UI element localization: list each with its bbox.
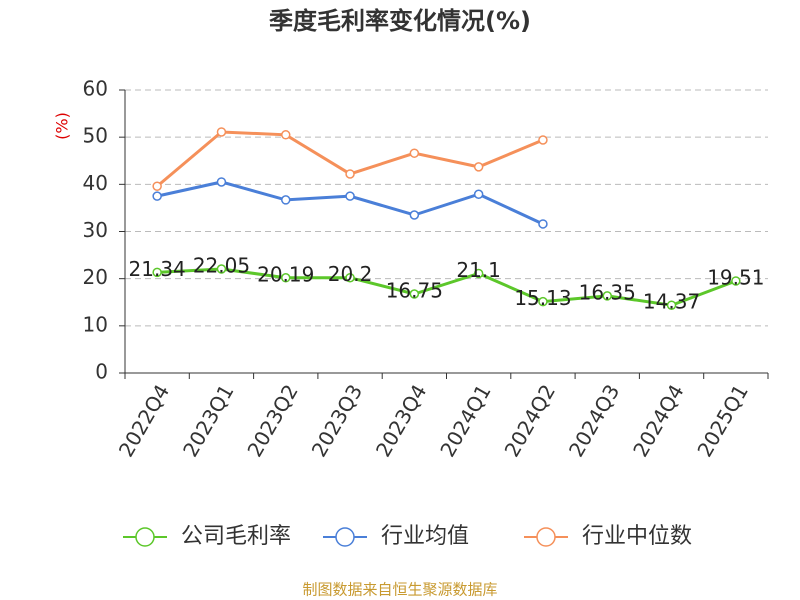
y-tick-label: 60 [83,77,108,101]
point [216,177,227,187]
data-label: 20.2 [328,262,373,286]
y-tick-label: 50 [83,124,108,148]
point [473,162,484,172]
y-tick-label: 30 [83,218,108,242]
point [281,130,291,140]
point [152,267,162,278]
point [152,191,162,201]
point [731,276,741,286]
x-tick-label: 2024Q2 [500,380,560,461]
point [345,191,355,201]
legend-marker [335,527,355,547]
data-label: 22.05 [193,253,250,277]
point [473,268,484,279]
point [602,291,612,301]
point [538,296,548,307]
point [281,195,291,205]
x-tick-label: 2024Q1 [435,380,495,461]
data-label: 21.1 [456,258,501,282]
point [216,264,227,274]
point [666,300,677,310]
x-tick-label: 2022Q4 [114,380,174,461]
data-label: 21.34 [129,257,186,281]
y-axis-label: (%) [53,112,72,140]
data-label: 16.35 [579,280,636,304]
point [538,219,548,229]
point [281,273,291,283]
x-tick-label: 2024Q4 [628,380,688,461]
legend-marker [135,527,155,547]
x-tick-label: 2025Q1 [692,380,752,461]
x-tick-label: 2023Q4 [371,380,431,461]
point [409,148,420,158]
source-note: 制图数据来自恒生聚源数据库 [302,581,497,599]
y-tick-label: 20 [83,265,108,289]
point [345,169,355,179]
data-label: 15.13 [514,286,571,310]
point [538,135,548,145]
point [409,210,420,220]
y-tick-label: 40 [83,171,108,195]
data-label: 19.51 [707,265,764,289]
legend-label: 行业中位数 [582,524,692,549]
data-label: 20.19 [257,262,314,286]
series-line [157,267,737,307]
y-tick-label: 0 [95,360,108,384]
legend-label: 公司毛利率 [181,524,291,549]
legend-label: 行业均值 [381,524,469,549]
x-tick-label: 2023Q2 [242,380,302,461]
chart-title: 季度毛利率变化情况(%) [269,7,531,35]
x-tick-label: 2023Q1 [178,380,238,461]
point [216,127,227,137]
data-label: 14.37 [643,290,700,314]
point [152,181,162,191]
y-tick-label: 10 [83,312,108,336]
x-tick-label: 2023Q3 [307,380,367,461]
point [473,189,484,199]
x-tick-label: 2024Q3 [564,380,624,461]
data-label: 16.75 [386,278,443,302]
series-line [156,180,544,226]
point [409,289,420,299]
legend-marker [536,527,556,547]
point [345,272,355,283]
